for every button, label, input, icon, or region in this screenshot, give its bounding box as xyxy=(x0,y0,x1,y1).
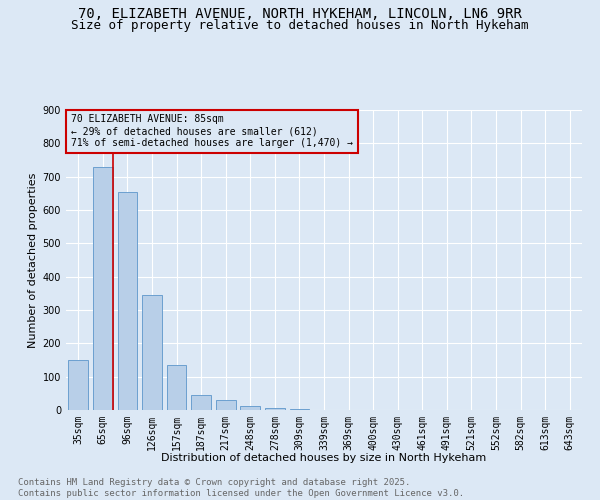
Bar xyxy=(93,166,113,410)
Bar xyxy=(142,295,162,410)
Y-axis label: Number of detached properties: Number of detached properties xyxy=(28,172,38,348)
Bar xyxy=(68,360,88,410)
X-axis label: Distribution of detached houses by size in North Hykeham: Distribution of detached houses by size … xyxy=(161,453,487,463)
Bar xyxy=(290,408,309,410)
Bar xyxy=(191,395,211,410)
Text: 70, ELIZABETH AVENUE, NORTH HYKEHAM, LINCOLN, LN6 9RR: 70, ELIZABETH AVENUE, NORTH HYKEHAM, LIN… xyxy=(78,8,522,22)
Bar xyxy=(216,400,236,410)
Text: Size of property relative to detached houses in North Hykeham: Size of property relative to detached ho… xyxy=(71,19,529,32)
Text: Contains HM Land Registry data © Crown copyright and database right 2025.
Contai: Contains HM Land Registry data © Crown c… xyxy=(18,478,464,498)
Bar xyxy=(265,408,284,410)
Bar xyxy=(241,406,260,410)
Bar xyxy=(118,192,137,410)
Bar xyxy=(167,365,187,410)
Text: 70 ELIZABETH AVENUE: 85sqm
← 29% of detached houses are smaller (612)
71% of sem: 70 ELIZABETH AVENUE: 85sqm ← 29% of deta… xyxy=(71,114,353,148)
